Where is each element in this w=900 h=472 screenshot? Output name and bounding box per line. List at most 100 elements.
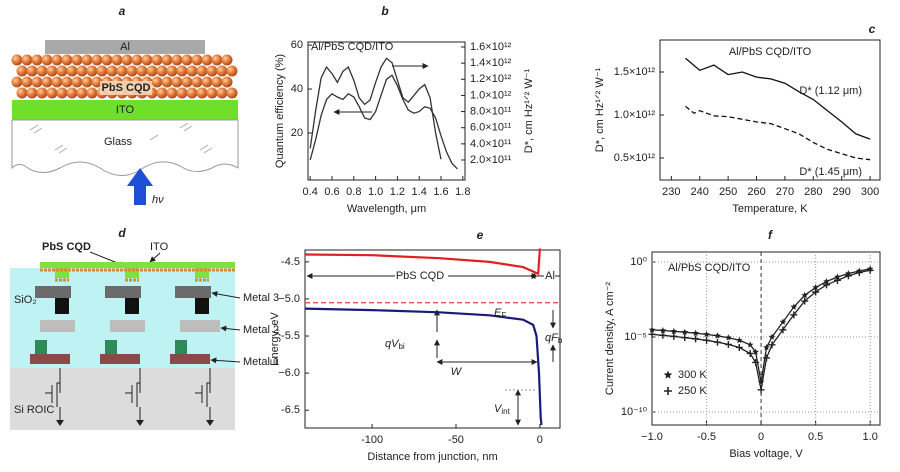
data-point xyxy=(752,358,760,366)
dot xyxy=(166,87,178,99)
y2-tick-label: 1.6×10¹² xyxy=(470,41,512,53)
dot xyxy=(226,87,238,99)
dot xyxy=(181,54,193,66)
data-point xyxy=(752,348,759,355)
x-axis-label: Bias voltage, V xyxy=(729,448,803,460)
y2-tick-label: 1.2×10¹² xyxy=(470,73,512,85)
layer-label: SiO₂ xyxy=(14,294,37,306)
data-point xyxy=(763,354,771,362)
annotation: qVbi xyxy=(385,338,405,351)
dot xyxy=(146,65,158,77)
al-layer xyxy=(45,40,205,54)
dot xyxy=(86,65,98,77)
annotation-sub: int xyxy=(501,407,510,416)
x-tick-label: 0 xyxy=(758,431,764,443)
layer-label: ITO xyxy=(116,104,135,116)
plot-frame xyxy=(307,41,466,181)
pointer xyxy=(149,252,161,263)
dot xyxy=(71,76,83,88)
dot xyxy=(16,65,28,77)
dot xyxy=(46,65,58,77)
data-point xyxy=(681,334,689,342)
data-point xyxy=(823,281,831,289)
dot xyxy=(61,76,73,88)
pointer xyxy=(211,290,241,299)
layer-label: Metal 2 xyxy=(243,324,279,336)
legend-entry: 250 K xyxy=(664,385,707,397)
data-point xyxy=(790,303,798,310)
data-point xyxy=(866,266,874,274)
dot xyxy=(201,76,213,88)
y-tick-label: 10⁰ xyxy=(630,256,647,268)
transistor xyxy=(45,368,211,422)
data-point xyxy=(713,338,721,346)
data-point xyxy=(812,284,819,291)
data-point xyxy=(779,326,787,334)
series-label: D* (1.45 μm) xyxy=(799,166,862,178)
series-line xyxy=(304,307,543,426)
y-tick-label: 20 xyxy=(291,127,303,139)
dot xyxy=(161,76,173,88)
dot xyxy=(221,76,233,88)
y-axis-label: D*, cm Hz¹ᐟ² W⁻¹ xyxy=(594,67,606,152)
x-tick-label: 250 xyxy=(719,186,737,198)
dot xyxy=(126,65,138,77)
legend-entry: 300 K xyxy=(663,369,707,381)
layer-label: PbS CQD xyxy=(102,82,151,94)
via xyxy=(55,298,209,314)
data-point xyxy=(659,327,667,334)
dot xyxy=(81,76,93,88)
data-point xyxy=(768,333,776,340)
layer-label: ITO xyxy=(150,241,169,253)
dot xyxy=(211,76,223,88)
layer-label: Si ROIC xyxy=(14,404,54,416)
data-point xyxy=(692,335,700,343)
data-point xyxy=(801,297,809,305)
panel-label: b xyxy=(381,4,388,18)
dot xyxy=(176,87,188,99)
dot xyxy=(216,87,228,99)
dot xyxy=(206,65,218,77)
data-point xyxy=(834,273,841,280)
x-tick-label: 0.5 xyxy=(808,431,823,443)
data-point xyxy=(648,326,656,333)
data-point xyxy=(724,340,732,348)
dot xyxy=(201,54,213,66)
dot xyxy=(186,87,198,99)
panel-label: c xyxy=(869,22,876,36)
x-tick-label: 300 xyxy=(861,186,879,198)
sio2 xyxy=(10,268,235,368)
si-roic xyxy=(10,368,235,430)
data-point xyxy=(790,311,798,319)
dot xyxy=(196,87,208,99)
dot xyxy=(21,54,33,66)
light-label: hν xyxy=(152,194,164,206)
dot xyxy=(156,65,168,77)
data-point xyxy=(670,327,678,335)
dot xyxy=(51,76,63,88)
layer-label: Glass xyxy=(104,136,133,148)
x-tick-label: 230 xyxy=(662,186,680,198)
dot xyxy=(91,54,103,66)
y-tick-label: 1.5×10¹² xyxy=(614,66,656,78)
data-point xyxy=(768,341,776,349)
dot xyxy=(76,65,88,77)
dot xyxy=(186,65,198,77)
dot xyxy=(111,54,123,66)
dot xyxy=(181,76,193,88)
data-point xyxy=(763,344,770,351)
data-point xyxy=(648,330,656,338)
y-axis-label: Energy, eV xyxy=(269,312,281,366)
data-point xyxy=(844,272,852,280)
via xyxy=(35,340,187,354)
annotation: Vint xyxy=(494,403,511,416)
x-tick-label: 1.8 xyxy=(455,186,470,198)
x-tick-label: −1.0 xyxy=(641,431,663,443)
y-tick-label: −6.0 xyxy=(278,367,300,379)
y-tick-label: 60 xyxy=(291,39,303,51)
layer-label: Al xyxy=(120,41,130,53)
y-tick-label: 1.0×10¹² xyxy=(614,109,656,121)
y-tick-label: 0.5×10¹² xyxy=(614,152,656,164)
dot xyxy=(11,54,23,66)
y-tick-label: −5.0 xyxy=(278,293,300,305)
